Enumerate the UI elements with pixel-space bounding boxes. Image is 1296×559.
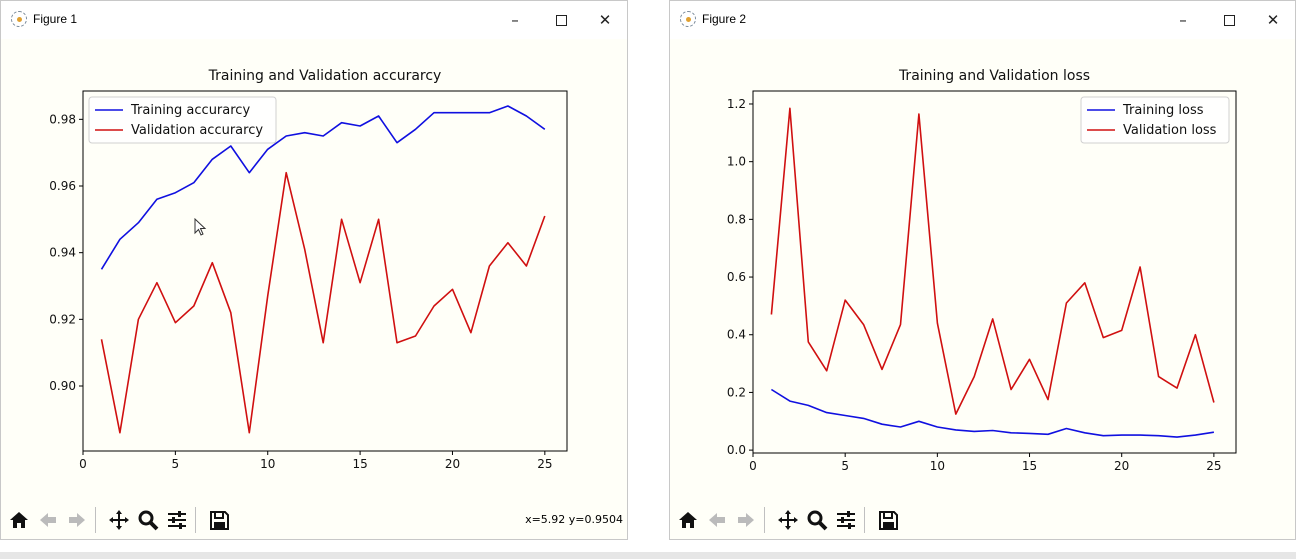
- x-tick-label: 0: [79, 457, 87, 471]
- x-tick-label: 15: [1022, 459, 1037, 473]
- plot-area-frame: [752, 90, 1237, 454]
- x-tick-label: 5: [841, 459, 849, 473]
- mouse-cursor-icon: [194, 218, 207, 236]
- legend-frame: [1080, 96, 1230, 144]
- x-tick-label: 20: [1114, 459, 1129, 473]
- legend-frame: [88, 96, 277, 144]
- minimize-button[interactable]: –: [1179, 11, 1187, 29]
- figure-1-window: Figure 1 – ✕ Training and Validation acc…: [0, 0, 628, 540]
- pan-icon: [109, 510, 129, 530]
- toolbar-separator: [95, 507, 102, 533]
- home-button[interactable]: [674, 506, 702, 534]
- x-tick-label: 25: [1206, 459, 1221, 473]
- minimize-button[interactable]: –: [511, 11, 519, 29]
- y-tick-label: 0.0: [727, 443, 746, 457]
- zoom-button[interactable]: [803, 506, 831, 534]
- titlebar[interactable]: Figure 1 – ✕: [1, 1, 627, 39]
- forward-button[interactable]: [732, 506, 760, 534]
- accuracy-chart[interactable]: Training and Validation accurarcy 0 5 10 15 2…: [1, 39, 627, 503]
- home-icon: [10, 512, 28, 528]
- y-tick-label: 1.0: [727, 155, 746, 169]
- back-arrow-icon: [709, 513, 725, 527]
- toolbar-separator: [764, 507, 771, 533]
- x-tick-label: 5: [172, 457, 180, 471]
- navigation-toolbar: [674, 505, 903, 535]
- y-tick-label: 0.2: [727, 385, 746, 399]
- x-tick-label: 10: [930, 459, 945, 473]
- y-tick-label: 0.96: [49, 179, 76, 193]
- figure-2-window: Figure 2 – ✕ Training and Validation los…: [669, 0, 1296, 540]
- zoom-icon: [807, 510, 828, 531]
- x-tick-label: 10: [260, 457, 275, 471]
- x-tick-label: 0: [749, 459, 757, 473]
- matplotlib-app-icon: [680, 11, 696, 27]
- legend-label: Validation accurarcy: [131, 123, 263, 138]
- configure-subplots-icon: [168, 511, 186, 529]
- forward-arrow-icon: [69, 513, 85, 527]
- zoom-icon: [138, 510, 159, 531]
- x-tick-label: 25: [537, 457, 552, 471]
- home-icon: [679, 512, 697, 528]
- close-button[interactable]: ✕: [1266, 11, 1280, 29]
- back-button[interactable]: [703, 506, 731, 534]
- save-icon: [210, 511, 229, 530]
- loss-chart[interactable]: Training and Validation loss 0 5 10 15 20 25 0.…: [670, 39, 1295, 503]
- series-line-1: [100, 171, 546, 434]
- window-title: Figure 2: [702, 12, 747, 26]
- coordinates-readout: x=5.92 y=0.9504: [525, 513, 623, 526]
- maximize-button[interactable]: [541, 7, 581, 33]
- x-tick-label: 15: [352, 457, 367, 471]
- save-button[interactable]: [874, 506, 902, 534]
- toolbar-separator: [195, 507, 202, 533]
- titlebar[interactable]: Figure 2 – ✕: [670, 1, 1295, 39]
- maximize-icon: [1223, 15, 1235, 26]
- back-arrow-icon: [40, 513, 56, 527]
- legend-label: Validation loss: [1123, 123, 1217, 138]
- series-line-0: [100, 105, 546, 270]
- series-line-1: [770, 107, 1215, 415]
- forward-button[interactable]: [63, 506, 91, 534]
- y-tick-label: 0.98: [49, 112, 76, 126]
- legend: Training loss Validation loss: [1080, 96, 1230, 144]
- x-tick-label: 20: [445, 457, 460, 471]
- plot-area-frame: [82, 90, 568, 452]
- configure-subplots-button[interactable]: [832, 506, 860, 534]
- pan-button[interactable]: [105, 506, 133, 534]
- y-tick-label: 0.94: [49, 246, 76, 260]
- y-tick-label: 0.92: [49, 312, 76, 326]
- page-bottom-bar: [0, 552, 1296, 559]
- series-line-0: [770, 388, 1215, 438]
- forward-arrow-icon: [738, 513, 754, 527]
- configure-subplots-icon: [837, 511, 855, 529]
- y-tick-label: 0.4: [727, 328, 746, 342]
- legend: Training accurarcy Validation accurarcy: [88, 96, 277, 144]
- chart-title: Training and Validation accurarcy: [208, 68, 442, 84]
- chart-title: Training and Validation loss: [898, 68, 1090, 84]
- y-tick-label: 0.8: [727, 212, 746, 226]
- y-tick-label: 0.90: [49, 379, 76, 393]
- navigation-toolbar: [5, 505, 234, 535]
- maximize-button[interactable]: [1209, 7, 1249, 33]
- matplotlib-app-icon: [11, 11, 27, 27]
- legend-label: Training loss: [1122, 103, 1204, 118]
- save-icon: [879, 511, 898, 530]
- pan-button[interactable]: [774, 506, 802, 534]
- save-button[interactable]: [205, 506, 233, 534]
- configure-subplots-button[interactable]: [163, 506, 191, 534]
- maximize-icon: [555, 15, 567, 26]
- y-tick-label: 0.6: [727, 270, 746, 284]
- window-title: Figure 1: [33, 12, 78, 26]
- close-button[interactable]: ✕: [598, 11, 612, 29]
- back-button[interactable]: [34, 506, 62, 534]
- legend-label: Training accurarcy: [130, 103, 250, 118]
- pan-icon: [778, 510, 798, 530]
- toolbar-separator: [864, 507, 871, 533]
- home-button[interactable]: [5, 506, 33, 534]
- y-tick-label: 1.2: [727, 97, 746, 111]
- zoom-button[interactable]: [134, 506, 162, 534]
